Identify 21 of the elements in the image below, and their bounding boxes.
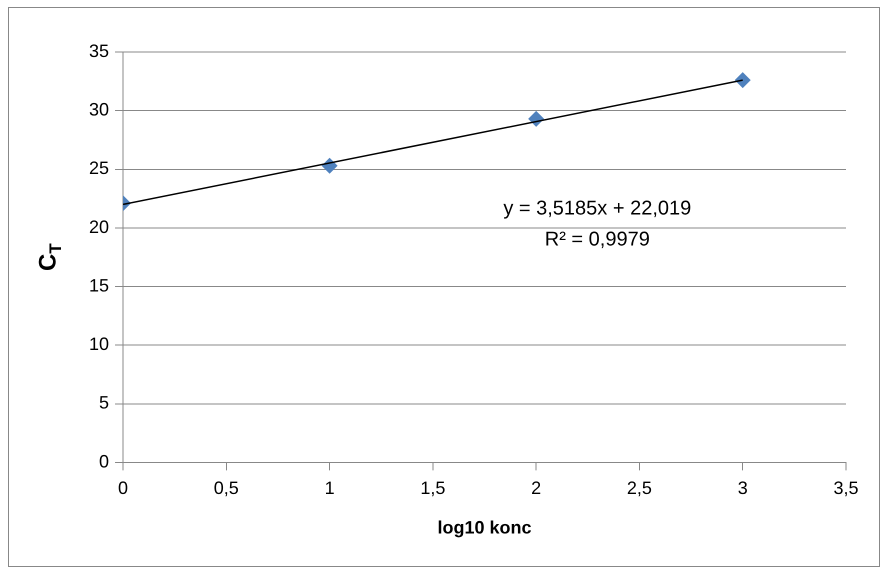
y-tick-label: 5: [99, 392, 110, 413]
annotation: y = 3,5185x + 22,019: [503, 198, 692, 220]
x-tick-label: 1,5: [420, 478, 446, 498]
x-tick-label: 0: [118, 478, 128, 498]
y-axis-title: CT: [34, 242, 65, 271]
y-tick-label: 30: [88, 100, 110, 120]
x-tick-label: 3: [738, 478, 748, 498]
y-tick-label: 0: [99, 451, 110, 472]
x-axis-title: log10 konc: [438, 517, 532, 538]
y-tick-label: 15: [88, 275, 110, 296]
y-tick-label: 10: [88, 334, 110, 354]
x-tick-label: 0,5: [214, 478, 239, 498]
x-tick-label: 2: [531, 478, 542, 498]
y-tick-label: 20: [88, 216, 110, 237]
y-tick-label: 25: [88, 158, 110, 178]
point: [734, 72, 751, 88]
annotation: R² = 0,9979: [544, 228, 650, 251]
y-tick-label: 35: [88, 40, 110, 61]
x-tick-label: 1: [324, 478, 335, 498]
x-tick-label: 2,5: [626, 478, 652, 498]
x-tick-label: 3,5: [833, 478, 859, 498]
